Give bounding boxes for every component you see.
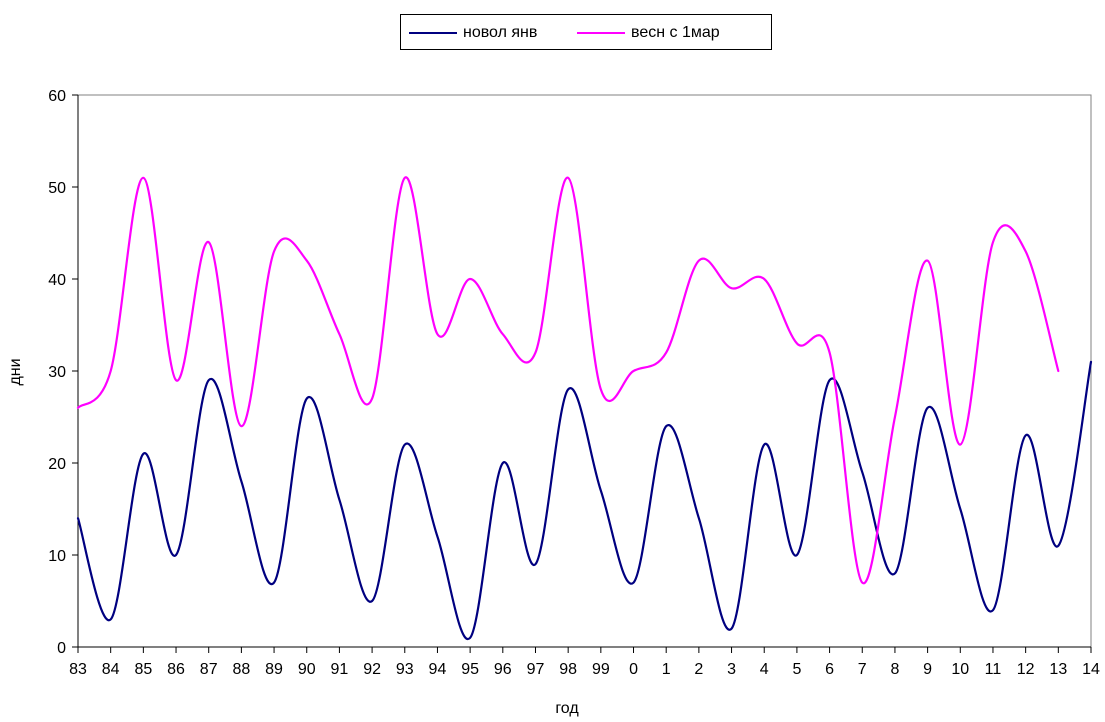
x-tick-label: 90 bbox=[298, 661, 316, 678]
x-tick-label: 14 bbox=[1082, 661, 1100, 678]
y-tick-label: 60 bbox=[48, 88, 66, 105]
legend-item-series-2: весн с 1мар bbox=[577, 23, 720, 43]
legend-label-series-1: новол янв bbox=[463, 24, 538, 41]
legend-swatch-series-2 bbox=[577, 32, 625, 34]
x-tick-label: 93 bbox=[396, 661, 414, 678]
y-axis-title: дни bbox=[7, 358, 24, 386]
x-tick-label: 99 bbox=[592, 661, 610, 678]
series-line-2 bbox=[76, 176, 1060, 585]
y-tick-label: 0 bbox=[57, 640, 66, 657]
x-tick-label: 1 bbox=[662, 661, 671, 678]
x-axis: 83 84 85 86 87 88 89 90 91 92 93 94 95 96 97 98 99 0 1 2 3 4 5… bbox=[69, 647, 1100, 678]
y-tick-label: 20 bbox=[48, 456, 66, 473]
y-tick-label: 10 bbox=[48, 548, 66, 565]
x-tick-label: 89 bbox=[265, 661, 283, 678]
x-tick-label: 4 bbox=[760, 661, 769, 678]
x-tick-label: 91 bbox=[331, 661, 349, 678]
x-tick-label: 3 bbox=[727, 661, 736, 678]
x-tick-label: 0 bbox=[629, 661, 638, 678]
x-tick-label: 7 bbox=[858, 661, 867, 678]
x-tick-label: 83 bbox=[69, 661, 87, 678]
x-axis-title: год bbox=[555, 700, 579, 717]
series-layer bbox=[76, 176, 1093, 641]
x-tick-label: 92 bbox=[363, 661, 381, 678]
x-tick-label: 88 bbox=[232, 661, 250, 678]
x-tick-label: 2 bbox=[694, 661, 703, 678]
legend: новол янв весн с 1мар bbox=[400, 14, 772, 50]
x-tick-label: 5 bbox=[792, 661, 801, 678]
x-tick-label: 9 bbox=[923, 661, 932, 678]
legend-label-series-2: весн с 1мар bbox=[631, 24, 720, 41]
y-tick-label: 50 bbox=[48, 180, 66, 197]
x-tick-label: 6 bbox=[825, 661, 834, 678]
x-tick-label: 86 bbox=[167, 661, 185, 678]
legend-swatch-series-1 bbox=[409, 32, 457, 34]
series-line-1 bbox=[76, 360, 1093, 641]
x-tick-label: 95 bbox=[461, 661, 479, 678]
legend-item-series-1: новол янв bbox=[409, 23, 537, 43]
x-tick-label: 97 bbox=[527, 661, 545, 678]
x-tick-label: 96 bbox=[494, 661, 512, 678]
x-tick-label: 13 bbox=[1049, 661, 1067, 678]
x-tick-label: 94 bbox=[429, 661, 447, 678]
y-tick-label: 40 bbox=[48, 272, 66, 289]
x-tick-label: 87 bbox=[200, 661, 218, 678]
x-tick-label: 11 bbox=[985, 661, 1002, 678]
x-tick-label: 98 bbox=[559, 661, 577, 678]
x-tick-label: 85 bbox=[134, 661, 152, 678]
y-tick-label: 30 bbox=[48, 364, 66, 381]
x-tick-label: 84 bbox=[102, 661, 120, 678]
x-tick-label: 8 bbox=[890, 661, 899, 678]
x-tick-label: 10 bbox=[951, 661, 969, 678]
x-tick-label: 12 bbox=[1017, 661, 1035, 678]
y-axis: 0 10 20 30 40 50 60 bbox=[48, 88, 78, 657]
